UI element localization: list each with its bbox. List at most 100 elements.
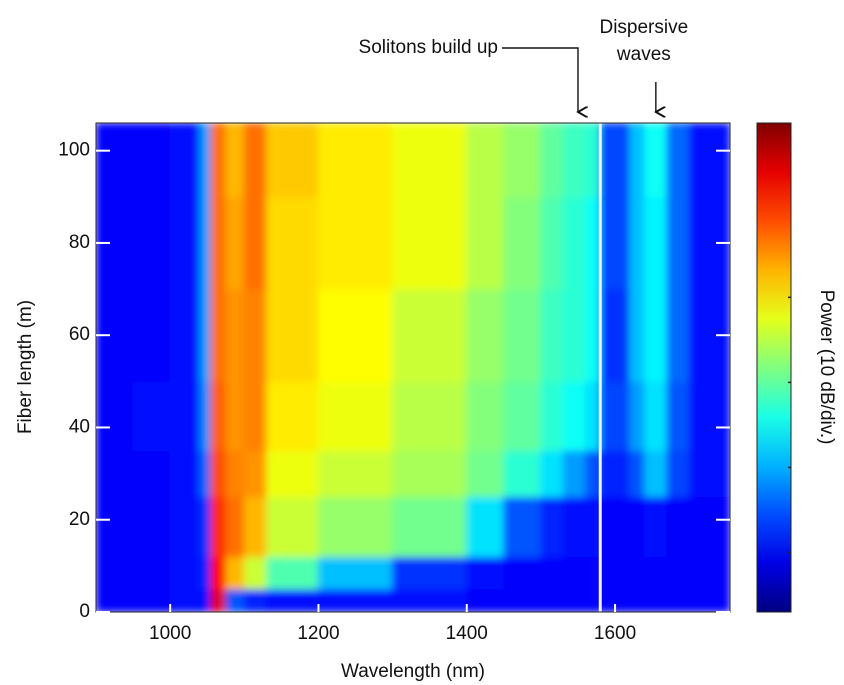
x-tick-label: 1400 [446, 623, 488, 644]
heat-cell [644, 380, 668, 452]
heat-cell [266, 196, 319, 290]
heat-cell [584, 380, 601, 452]
heat-cell [392, 496, 468, 558]
heat-cell [266, 450, 319, 498]
x-axis-label: Wavelength (nm) [341, 661, 485, 682]
heat-cell [688, 380, 730, 452]
y-tick-label: 20 [69, 509, 90, 530]
heat-cell [132, 380, 171, 452]
heat-cell [503, 380, 542, 452]
heat-cell [199, 450, 212, 498]
heat-cell [540, 123, 564, 198]
heat-cell [644, 588, 668, 612]
heat-cell [629, 588, 646, 612]
heat-cell [599, 288, 631, 382]
heat-cell [503, 450, 542, 498]
heat-cell [243, 380, 268, 452]
heat-cell [584, 196, 601, 290]
heat-cell [317, 288, 394, 382]
heat-cell [225, 496, 245, 558]
heat-cell [392, 288, 468, 382]
heat-cell [644, 123, 668, 198]
heat-cell [169, 496, 201, 558]
colorbar [756, 122, 792, 613]
heatmap [96, 123, 730, 612]
heat-cell [666, 556, 690, 590]
heat-cell [169, 288, 201, 382]
heat-cell [392, 588, 468, 612]
annotation: Solitons build up [359, 37, 498, 58]
heat-cell [599, 556, 631, 590]
heat-cell [317, 450, 394, 498]
heat-cell [266, 380, 319, 452]
heat-cell [199, 496, 212, 558]
heat-cell [243, 450, 268, 498]
heat-cell [169, 123, 201, 198]
heat-cell [210, 496, 227, 558]
heat-cell [666, 588, 690, 612]
heat-cell [266, 588, 319, 612]
heat-cell [666, 288, 690, 382]
heat-cell [169, 450, 201, 498]
heat-cell [210, 450, 227, 498]
plot-frame [95, 122, 731, 613]
heat-cell [688, 123, 730, 198]
heat-cell [666, 380, 690, 452]
heat-cell [599, 450, 631, 498]
heat-cell [210, 123, 227, 198]
heat-cell [503, 123, 542, 198]
heat-cell [562, 123, 586, 198]
heat-cell [317, 196, 394, 290]
heat-cell [266, 288, 319, 382]
heat-cell [169, 588, 201, 612]
heat-cell [666, 496, 690, 558]
annotation: waves [616, 44, 671, 65]
heat-cell [599, 380, 631, 452]
heat-cell [466, 123, 505, 198]
heat-cell [317, 123, 394, 198]
heat-cell [243, 556, 268, 590]
heat-cell [540, 288, 564, 382]
heat-cell [199, 288, 212, 382]
heat-cell [562, 588, 586, 612]
heat-cell [644, 496, 668, 558]
heat-cell [132, 556, 171, 590]
heat-cell [644, 196, 668, 290]
heat-cell [666, 450, 690, 498]
heat-cell [540, 556, 564, 590]
heat-cell [225, 380, 245, 452]
heat-cell [584, 288, 601, 382]
heat-cell [562, 380, 586, 452]
heat-cell [169, 196, 201, 290]
heat-cell [599, 196, 631, 290]
heat-cell [132, 496, 171, 558]
heat-cell [666, 196, 690, 290]
heat-cell [644, 556, 668, 590]
heat-cell [199, 123, 212, 198]
heat-cell [132, 588, 171, 612]
heat-cell [599, 123, 631, 198]
heat-cell [629, 123, 646, 198]
heat-cell [599, 496, 631, 558]
heat-cell [466, 196, 505, 290]
heat-cell [392, 380, 468, 452]
heat-cell [317, 588, 394, 612]
heat-cell [584, 496, 601, 558]
heat-cell [629, 288, 646, 382]
heat-cell [392, 556, 468, 590]
heat-cell [503, 196, 542, 290]
heat-cell [629, 556, 646, 590]
heat-cell [132, 288, 171, 382]
heat-cell [225, 123, 245, 198]
y-tick-label: 100 [58, 140, 90, 161]
heat-cell [132, 196, 171, 290]
heat-cell [392, 123, 468, 198]
heat-cell [584, 450, 601, 498]
heat-cell [199, 588, 212, 612]
heat-cell [96, 123, 134, 198]
heat-cell [243, 496, 268, 558]
heat-cell [629, 496, 646, 558]
heat-cell [666, 123, 690, 198]
heat-cell [599, 588, 631, 612]
